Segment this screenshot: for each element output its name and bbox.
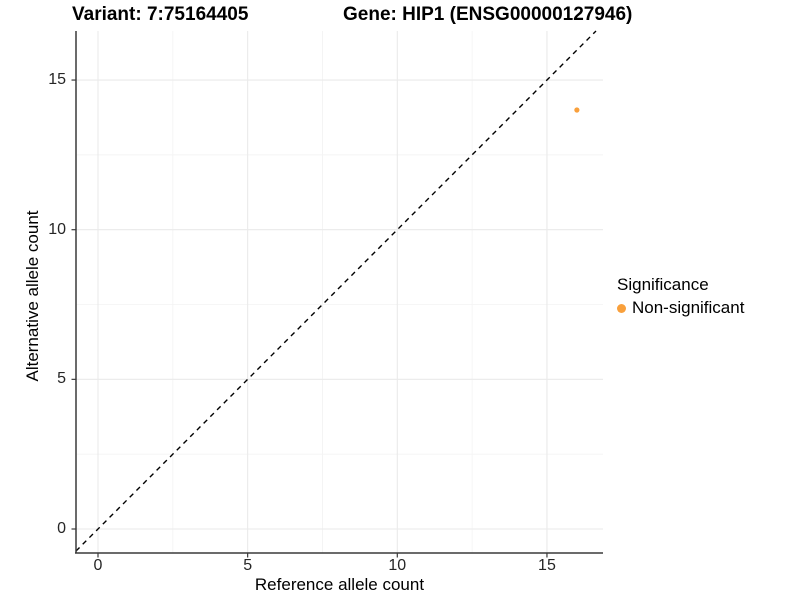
legend-item-non-significant: Non-significant (617, 298, 744, 318)
y-tick-label: 5 (57, 370, 66, 388)
plot-title-variant: Variant: 7:75164405 (72, 4, 249, 25)
legend: Significance Non-significant (617, 275, 744, 318)
y-tick-label: 0 (57, 520, 66, 537)
plot-title-gene: Gene: HIP1 (ENSG00000127946) (343, 4, 633, 25)
identity-dashed-line (75, 30, 597, 552)
x-tick-label: 0 (93, 557, 103, 574)
y-tick-label: 10 (48, 220, 66, 238)
y-axis-title: Alternative allele count (23, 210, 42, 382)
data-point (574, 107, 580, 113)
legend-point-icon (617, 303, 626, 313)
legend-title: Significance (617, 275, 709, 294)
x-tick-label: 5 (243, 557, 253, 574)
x-axis-title: Reference allele count (254, 575, 425, 594)
y-tick-label: 15 (48, 71, 66, 89)
legend-item-label: Non-significant (632, 298, 745, 317)
x-tick-label: 15 (538, 557, 556, 574)
x-tick-label: 10 (388, 557, 407, 574)
